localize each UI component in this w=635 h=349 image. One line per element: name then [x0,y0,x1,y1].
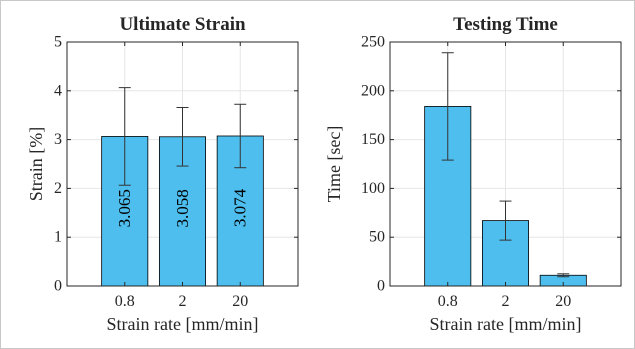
x-tick-label-0: 0.8 [115,293,135,310]
x-axis-label: Strain rate [mm/min] [430,314,582,334]
y-tick-label-2: 100 [361,180,385,197]
chart-testing-time: 0 50 100 150 200 250 0.8 2 20 Testing Time Strain … [324,14,622,334]
y-tick-label-1: 1 [54,229,62,246]
data-label-0: 3.065 [115,189,134,227]
y-tick-label-2: 2 [54,180,62,197]
y-axis-label: Strain [%] [26,127,46,201]
y-tick-label-5: 5 [54,34,62,51]
y-tick-label-0: 0 [54,278,62,295]
y-axis-label: Time [sec] [324,126,344,203]
x-tick-label-2: 20 [232,293,248,310]
y-tick-label-0: 0 [377,278,385,295]
chart-ultimate-strain: 3.065 3.058 3.074 0 1 2 3 4 5 0.8 2 20 Ultimate Stra… [26,14,299,334]
x-tick-label-2: 20 [555,293,571,310]
y-tick-label-4: 4 [54,82,62,99]
data-label-1: 3.058 [173,189,192,227]
x-tick-label-1: 2 [179,293,187,310]
y-tick-label-3: 150 [361,131,385,148]
x-axis-label: Strain rate [mm/min] [107,314,259,334]
y-tick-label-5: 250 [361,34,385,51]
x-tick-label-1: 2 [502,293,510,310]
chart-title: Testing Time [453,14,558,35]
x-tick-label-0: 0.8 [438,293,458,310]
y-tick-label-3: 3 [54,131,62,148]
data-label-2: 3.074 [231,188,250,227]
y-tick-label-4: 200 [361,82,385,99]
y-tick-label-1: 50 [369,229,385,246]
chart-title: Ultimate Strain [119,14,246,35]
